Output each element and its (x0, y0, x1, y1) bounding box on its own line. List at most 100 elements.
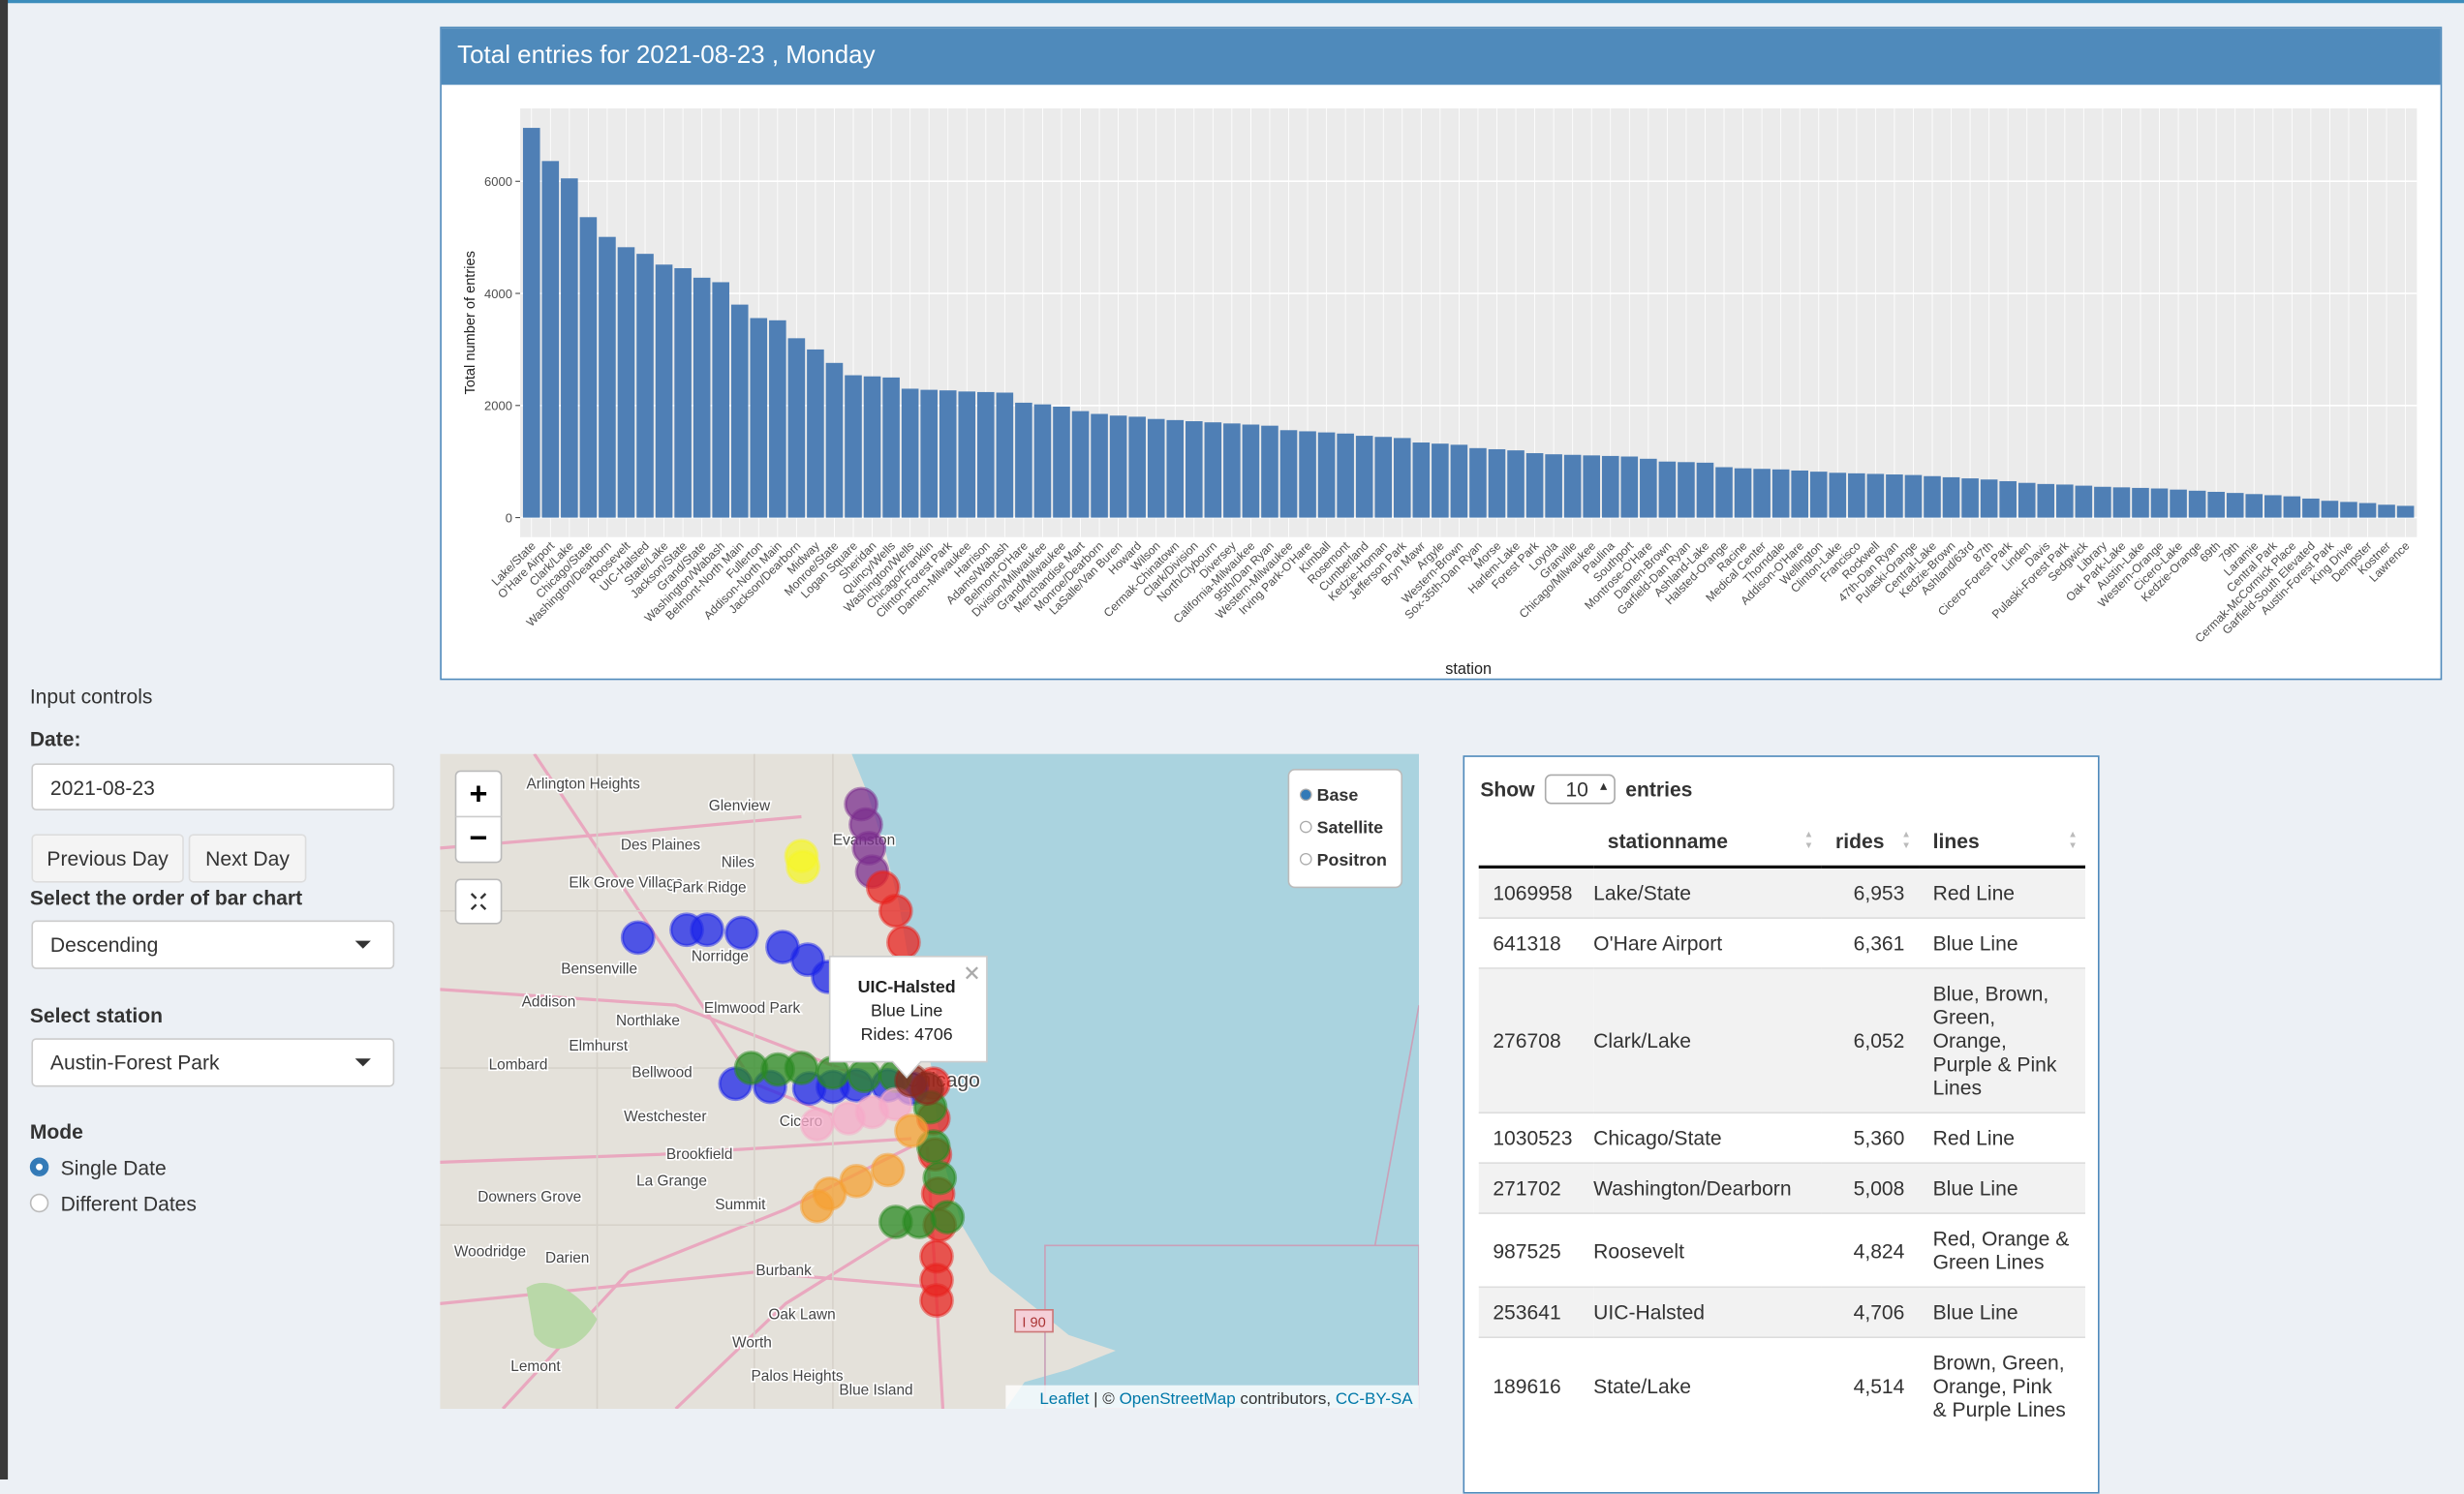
bar (674, 267, 692, 518)
order-label: Select the order of bar chart (29, 885, 303, 910)
station-marker (870, 1152, 906, 1188)
reset-view[interactable] (454, 878, 503, 925)
table-cell: 4,514 (1821, 1336, 1920, 1434)
bar (2302, 498, 2320, 518)
town-label: Downers Grove (477, 1189, 581, 1205)
layer-option[interactable]: Base (1317, 785, 1359, 805)
bar (1147, 418, 1165, 518)
zoom-out[interactable]: − (470, 820, 488, 855)
bar (1166, 419, 1185, 518)
bar (920, 389, 938, 518)
bar (1696, 462, 1714, 518)
bar (2245, 494, 2264, 518)
layer-option[interactable]: Satellite (1317, 818, 1383, 838)
town-label: Addison (522, 994, 576, 1011)
table-cell: 4,824 (1821, 1212, 1920, 1288)
station-marker (930, 1200, 966, 1235)
caret (354, 1058, 371, 1067)
bar (1317, 432, 1336, 518)
table-cell: 253641 (1478, 1286, 1594, 1338)
page-size: 10 (1565, 777, 1588, 802)
bar (1337, 433, 1354, 518)
town-label: Bensenville (561, 961, 637, 978)
bar (2132, 487, 2149, 518)
station-marker (724, 915, 759, 951)
bar (2037, 483, 2055, 518)
mode-label: Mode (29, 1119, 83, 1143)
bar (1620, 456, 1639, 518)
column-header-text: rides (1835, 829, 1885, 853)
station-marker (839, 1163, 875, 1199)
date-input[interactable]: 2021-08-23 (31, 763, 395, 810)
town-label: Bellwood (631, 1065, 693, 1082)
column-header[interactable]: lines ▲ ▼ (1919, 816, 2085, 869)
bar (2396, 505, 2415, 518)
bar (1091, 413, 1108, 518)
bar (1734, 468, 1752, 518)
layer-option[interactable]: Positron (1317, 850, 1387, 869)
x-axis-label: station (1445, 660, 1492, 678)
highway-shield (1014, 1309, 1054, 1333)
y-tick-label: 4000 (484, 287, 512, 301)
station-select[interactable]: Austin-Forest Park (31, 1038, 395, 1087)
column-header[interactable]: stationname ▲ ▼ (1593, 816, 1822, 869)
town-label: Brookfield (666, 1146, 733, 1163)
radio-different[interactable]: Different Dates (29, 1192, 197, 1215)
bar (522, 128, 540, 518)
bar (2150, 488, 2169, 518)
bar (958, 391, 976, 518)
table-box: Show 10 ▴ entries stationname ▲ ▼ rides ▲ ▼ lin… (1463, 755, 2100, 1494)
table-cell: 6,052 (1821, 967, 1920, 1113)
popup-rides: Rides: 4706 (861, 1024, 953, 1044)
order-select[interactable]: Descending (31, 920, 395, 969)
bar (807, 349, 824, 518)
bar (977, 391, 995, 518)
bar (1525, 453, 1544, 518)
bar (1809, 472, 1828, 518)
town-label: Park Ridge (672, 879, 746, 896)
bar (561, 178, 578, 518)
bar (1279, 430, 1298, 518)
prev-day-button[interactable]: Previous Day (31, 834, 184, 883)
table-cell: 276708 (1478, 967, 1594, 1113)
attribution-link: CC-BY-SA (1336, 1389, 1413, 1408)
table-row: 271702 Washington/Dearborn 5,008 Blue Line (1478, 1162, 2085, 1214)
bar (2056, 484, 2074, 518)
map[interactable]: Arlington Heights Glenview Des Plaines Nile… (440, 753, 1420, 1410)
show-label: Show (1480, 777, 1535, 802)
zoom-in[interactable]: + (470, 777, 488, 811)
station-label: Select station (29, 1003, 163, 1027)
bar (2094, 486, 2111, 518)
table-row: 987525 Roosevelt 4,824 Red, Orange & Green … (1478, 1212, 2085, 1288)
radio-off (1299, 820, 1312, 834)
bar (2264, 495, 2282, 518)
reset-icon (470, 893, 487, 911)
town-label: Blue Island (839, 1382, 912, 1398)
next-day-button[interactable]: Next Day (188, 834, 307, 883)
chart-title: Total entries for 2021-08-23 , Monday (441, 28, 2441, 85)
station-marker (690, 912, 724, 948)
bar (636, 254, 654, 518)
bar (1507, 450, 1525, 518)
forest (526, 1282, 598, 1349)
bar (750, 318, 768, 518)
bar (1432, 443, 1449, 518)
town-label: Northlake (616, 1013, 680, 1029)
station-marker (785, 849, 820, 885)
bar (2358, 503, 2377, 518)
bar (1980, 479, 1998, 518)
page-size-select[interactable]: 10 ▴ (1545, 774, 1616, 805)
bar (1753, 469, 1771, 518)
bar (1299, 431, 1316, 518)
table-cell: 5,008 (1821, 1162, 1920, 1214)
station-marker (847, 1058, 882, 1093)
town-label: Elmhurst (569, 1038, 629, 1054)
column-header[interactable]: rides ▲ ▼ (1821, 816, 1920, 869)
header-row: stationname ▲ ▼ rides ▲ ▼ lines ▲ ▼ (1478, 816, 2085, 869)
bar (1185, 421, 1203, 518)
entries-label: entries (1625, 777, 1693, 802)
top-bar (0, 0, 2464, 4)
station-marker (894, 1113, 929, 1148)
radio-single[interactable]: Single Date (29, 1156, 167, 1179)
town-label: La Grange (636, 1174, 707, 1190)
